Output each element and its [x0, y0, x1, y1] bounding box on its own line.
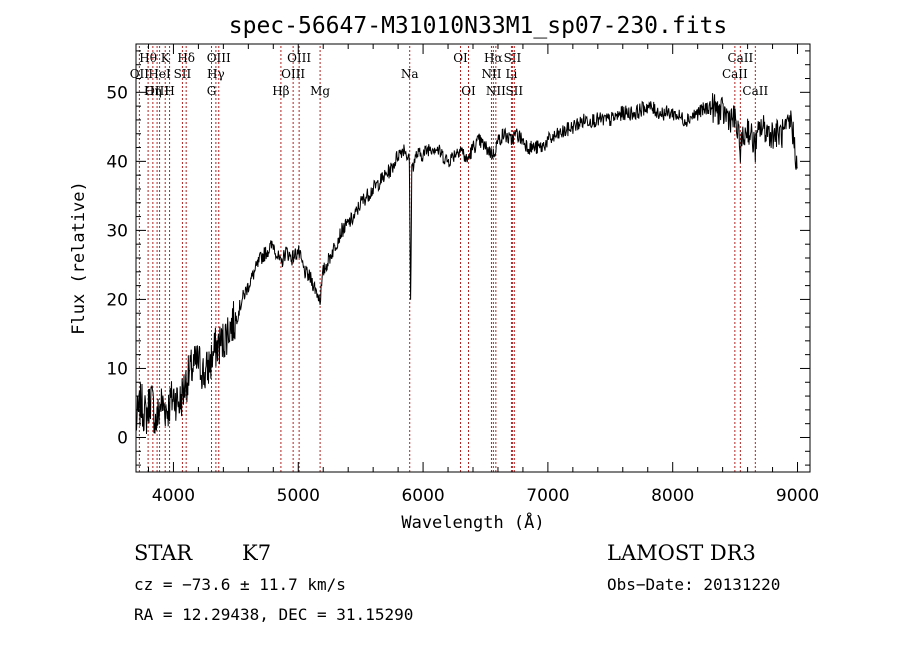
chart-title: spec-56647-M31010N33M1_sp07-230.fits — [229, 13, 728, 39]
line-label-5: Hη — [144, 84, 162, 98]
line-label-13: OIII — [281, 67, 305, 81]
spectrum-series — [135, 93, 798, 435]
line-label-19: Hα — [484, 51, 503, 65]
line-label-14: Hβ — [272, 84, 289, 98]
line-label-11: G — [207, 84, 217, 98]
line-label-21: NII — [481, 67, 501, 81]
line-label-3: K — [161, 51, 171, 65]
y-tick-label-4: 40 — [106, 152, 128, 172]
line-label-23: NII — [486, 84, 506, 98]
y-tick-label-1: 10 — [106, 359, 128, 379]
redshift-readout: cz = −73.6 ± 11.7 km/s — [134, 575, 346, 594]
line-label-26: CaII — [722, 67, 748, 81]
axes: 4000 5000 6000 7000 8000 9000 0 10 20 30 40 50 — [106, 44, 819, 506]
line-label-18: OI — [461, 84, 476, 98]
line-label-15: Mg — [310, 84, 330, 98]
line-label-1: OII — [130, 67, 150, 81]
line-label-8: H — [164, 84, 174, 98]
x-tick-label-4: 8000 — [651, 486, 694, 506]
line-label-25: CaII — [727, 51, 753, 65]
line-label-24: SII — [505, 84, 523, 98]
line-label-22: Li — [506, 67, 518, 81]
x-tick-label-2: 6000 — [401, 486, 444, 506]
line-label-0: Hθ — [139, 51, 157, 65]
survey-name: LAMOST DR3 — [607, 541, 756, 565]
object-class: STAR — [134, 541, 193, 565]
line-label-27: CaII — [742, 84, 768, 98]
line-label-7: SII — [174, 67, 192, 81]
object-subclass: K7 — [242, 541, 271, 565]
line-label-4: HeI — [148, 67, 171, 81]
y-axis-label: Flux (relative) — [69, 181, 89, 335]
line-label-16: Na — [401, 67, 419, 81]
line-label-6: Hδ — [177, 51, 195, 65]
y-tick-label-2: 20 — [106, 290, 128, 310]
line-label-2: OIII — [145, 84, 169, 98]
spectrum-line — [135, 93, 798, 435]
line-label-12: OIII — [287, 51, 311, 65]
x-tick-label-1: 5000 — [277, 486, 320, 506]
line-label-20: SII — [504, 51, 522, 65]
y-tick-label-0: 0 — [117, 428, 128, 448]
x-tick-label-0: 4000 — [152, 486, 195, 506]
line-label-17: OI — [453, 51, 468, 65]
line-label-10: Hγ — [207, 67, 225, 81]
x-tick-label-5: 9000 — [776, 486, 819, 506]
observation-date: Obs−Date: 20131220 — [607, 575, 780, 594]
x-axis-label: Wavelength (Å) — [401, 511, 544, 533]
y-tick-label-5: 50 — [106, 83, 128, 103]
y-tick-label-3: 30 — [106, 221, 128, 241]
x-tick-label-3: 7000 — [526, 486, 569, 506]
coordinates-readout: RA = 12.29438, DEC = 31.15290 — [134, 605, 413, 624]
line-label-9: OIII — [207, 51, 231, 65]
